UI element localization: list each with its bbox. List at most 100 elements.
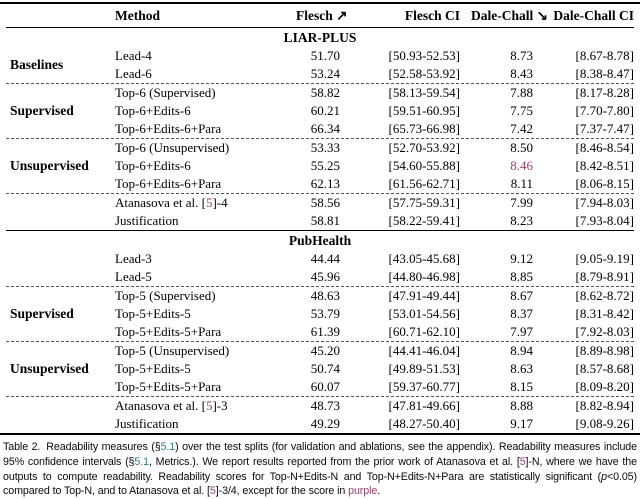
table-row: Top-6+Edits-6+Para 66.34 [65.73-66.98] 7… <box>106 120 634 138</box>
table-row: Lead-6 53.24 [52.58-53.92] 8.43 [8.38-8.… <box>106 65 634 83</box>
dale-chall-value: 8.67 <box>510 288 533 303</box>
method-cell: Lead-3 <box>115 251 152 266</box>
table-row: Justification 58.81 [58.22-59.41] 8.23 [… <box>106 212 634 230</box>
method-cell: Top-6 (Unsupervised) <box>115 140 230 155</box>
flesch-value: 53.33 <box>310 140 340 155</box>
dale-chall-value: 8.94 <box>510 343 533 358</box>
dale-chall-value: 7.88 <box>510 85 533 100</box>
section-ref-link[interactable]: 5.1 <box>134 455 149 468</box>
method-cell: Justification <box>115 416 179 431</box>
table-row: Top-6+Edits-6 55.25 [54.60-55.88] 8.46 [… <box>106 157 634 175</box>
table-row: Atanasova et al. [5]-4 58.56 [57.75-59.3… <box>106 194 634 212</box>
flesch-value: 61.39 <box>310 324 340 339</box>
group-unsupervised: Unsupervised Top-5 (Unsupervised) 45.20 … <box>6 342 634 397</box>
method-cell: Top-6+Edits-6 <box>115 158 191 173</box>
flesch-ci-value: [54.60-55.88] <box>388 158 461 173</box>
method-cell: Top-5+Edits-5+Para <box>115 379 222 394</box>
group-supervised: Supervised Top-5 (Supervised) 48.63 [47.… <box>6 287 634 342</box>
dale-chall-value: 8.88 <box>510 398 533 413</box>
citation-link[interactable]: 5 <box>209 485 216 498</box>
section-ref-link[interactable]: 5.1 <box>160 441 176 453</box>
flesch-ci-value: [43.05-45.68] <box>388 251 461 266</box>
table-caption: Table 2. Readability measures (§5.1) over… <box>3 441 637 498</box>
table-row: Top-5 (Supervised) 48.63 [47.91-49.44] 8… <box>106 287 634 305</box>
dale-chall-ci-value: [8.17-8.28] <box>575 85 635 100</box>
dale-chall-value: 7.75 <box>510 103 533 118</box>
citation-link[interactable]: 5 <box>205 398 213 413</box>
table-row: Top-5+Edits-5 53.79 [53.01-54.56] 8.37 [… <box>106 305 634 323</box>
group-label: Supervised <box>10 103 74 118</box>
flesch-ci-value: [50.93-52.53] <box>388 48 461 63</box>
dale-chall-ci-value: [8.67-8.78] <box>575 48 635 63</box>
method-cell: Top-6+Edits-6+Para <box>115 176 222 191</box>
table-header-row: Method Flesch ↗ Flesch CI Dale-Chall ↘ D… <box>6 4 634 28</box>
flesch-ci-value: [58.13-59.54] <box>388 85 461 100</box>
method-cell: Atanasova et al. [5]-3 <box>115 398 228 413</box>
section-liar-plus: LIAR-PLUS Baselines Lead-4 51.70 [50.93-… <box>6 28 634 231</box>
table-row: Lead-3 44.44 [43.05-45.68] 9.12 [9.05-9.… <box>106 250 634 268</box>
col-header-flesch-ci: Flesch CI <box>404 7 460 23</box>
method-cell: Top-5 (Supervised) <box>115 288 216 303</box>
section-title: PubHealth <box>288 233 352 248</box>
flesch-value: 45.96 <box>310 269 340 284</box>
table-row: Top-6+Edits-6+Para 62.13 [61.56-62.71] 8… <box>106 175 634 193</box>
flesch-ci-value: [44.41-46.04] <box>388 343 461 358</box>
flesch-ci-value: [58.22-59.41] <box>388 213 461 228</box>
group-label <box>6 194 106 230</box>
caption-label: Table 2. <box>3 441 41 453</box>
group-unsupervised: Unsupervised Top-6 (Unsupervised) 53.33 … <box>6 139 634 194</box>
dale-chall-ci-value: [8.31-8.42] <box>575 306 635 321</box>
flesch-value: 58.81 <box>310 213 340 228</box>
flesch-value: 53.24 <box>310 66 340 81</box>
flesch-ci-value: [52.70-53.92] <box>388 140 461 155</box>
dale-chall-ci-value: [7.93-8.04] <box>575 213 635 228</box>
group-prior-work: Atanasova et al. [5]-3 48.73 [47.81-49.6… <box>6 397 634 433</box>
flesch-value: 48.63 <box>310 288 340 303</box>
dale-chall-value: 8.15 <box>510 379 533 394</box>
flesch-value: 62.13 <box>310 176 340 191</box>
dale-chall-ci-value: [8.57-8.68] <box>575 361 635 376</box>
flesch-value: 50.74 <box>310 361 340 376</box>
method-cell: Lead-4 <box>115 48 152 63</box>
method-cell: Justification <box>115 213 179 228</box>
group-baselines: Lead-3 44.44 [43.05-45.68] 9.12 [9.05-9.… <box>6 250 634 287</box>
dale-chall-ci-value: [7.37-7.47] <box>575 121 635 136</box>
flesch-value: 51.70 <box>310 48 340 63</box>
group-label: Supervised <box>10 306 74 321</box>
dale-chall-ci-value: [8.62-8.72] <box>575 288 635 303</box>
dale-chall-ci-value: [8.82-8.94] <box>575 398 635 413</box>
flesch-value: 48.73 <box>310 398 340 413</box>
citation-link[interactable]: 5 <box>205 195 213 210</box>
dale-chall-ci-value: [8.79-8.91] <box>575 269 635 284</box>
dale-chall-value: 8.73 <box>510 48 533 63</box>
flesch-value: 49.29 <box>310 416 340 431</box>
dale-chall-value: 7.99 <box>510 195 533 210</box>
flesch-ci-value: [60.71-62.10] <box>388 324 461 339</box>
flesch-ci-value: [44.80-46.98] <box>388 269 461 284</box>
section-title: LIAR-PLUS <box>283 30 357 45</box>
flesch-value: 44.44 <box>310 251 340 266</box>
flesch-value: 60.07 <box>310 379 340 394</box>
dale-chall-value: 8.85 <box>510 269 533 284</box>
flesch-value: 58.56 <box>310 195 340 210</box>
method-cell: Top-5+Edits-5+Para <box>115 324 222 339</box>
table-row: Top-5+Edits-5 50.74 [49.89-51.53] 8.63 [… <box>106 360 634 378</box>
dale-chall-value: 8.43 <box>510 66 533 81</box>
dale-chall-value: 8.63 <box>510 361 533 376</box>
flesch-ci-value: [59.51-60.95] <box>388 103 461 118</box>
group-label: Unsupervised <box>10 361 89 376</box>
readability-table: Method Flesch ↗ Flesch CI Dale-Chall ↘ D… <box>0 2 640 435</box>
citation-link[interactable]: 5 <box>519 455 526 468</box>
group-label: Baselines <box>10 57 64 72</box>
dale-chall-value-highlighted: 8.46 <box>510 158 533 173</box>
dale-chall-value: 7.97 <box>510 324 533 339</box>
col-header-dale-chall-ci: Dale-Chall CI <box>553 7 634 23</box>
dale-chall-value: 7.42 <box>510 121 533 136</box>
flesch-ci-value: [59.37-60.77] <box>388 379 461 394</box>
dale-chall-value: 9.12 <box>510 251 533 266</box>
col-header-flesch: Flesch ↗ <box>296 7 348 23</box>
group-label <box>6 250 106 286</box>
group-baselines: Baselines Lead-4 51.70 [50.93-52.53] 8.7… <box>6 47 634 84</box>
flesch-ci-value: [53.01-54.56] <box>388 306 461 321</box>
